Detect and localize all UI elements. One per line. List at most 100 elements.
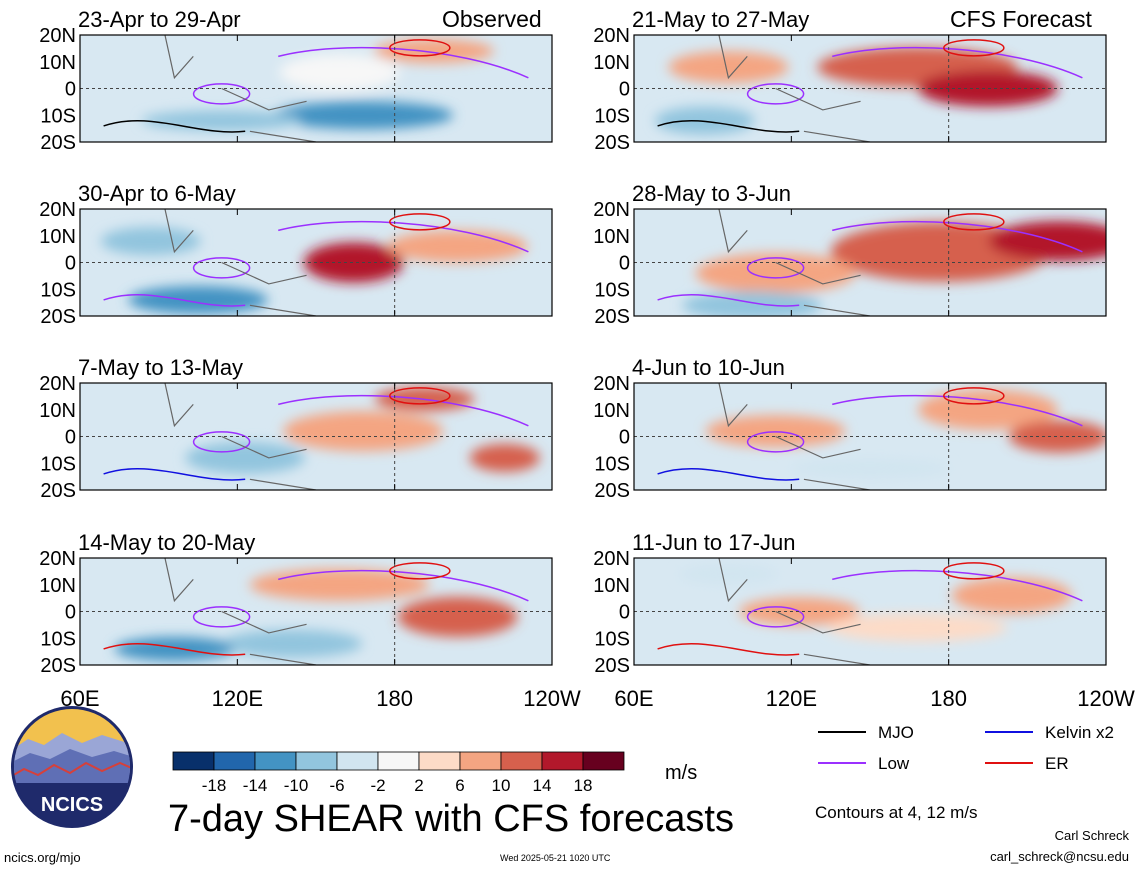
y-tick-label: 20S [594, 306, 630, 328]
y-tick-label: 10N [39, 226, 76, 248]
panel-title: 23-Apr to 29-Apr [78, 7, 241, 32]
observed-column-label: Observed [442, 6, 542, 32]
ncics-logo: NCICS [10, 705, 134, 829]
y-tick-label: 20N [593, 25, 630, 47]
colorbar-tick-label: -14 [243, 776, 268, 795]
colorbar-swatch [172, 751, 215, 771]
panel-title: 7-May to 13-May [78, 355, 243, 380]
x-tick-label: 180 [930, 686, 967, 711]
legend-label: Kelvin x2 [1045, 723, 1114, 742]
panel-title: 30-Apr to 6-May [78, 181, 236, 206]
colorbar-tick-label: 10 [492, 776, 511, 795]
y-tick-label: 20S [594, 132, 630, 154]
contour-legend: MJO Kelvin x2 Low ER [818, 723, 1114, 773]
y-tick-label: 10N [39, 52, 76, 74]
colorbar-swatch [582, 751, 625, 771]
y-tick-label: 10N [39, 575, 76, 597]
y-tick-label: 10N [39, 400, 76, 422]
y-tick-label: 10N [593, 52, 630, 74]
y-tick-label: 0 [65, 79, 76, 101]
y-tick-label: 20N [39, 373, 76, 395]
panel-title: 21-May to 27-May [632, 7, 809, 32]
y-tick-label: 10N [593, 226, 630, 248]
y-tick-label: 10S [40, 279, 76, 301]
colorbar-swatch [541, 751, 584, 771]
y-tick-label: 20N [593, 548, 630, 570]
panel-title: 11-Jun to 17-Jun [632, 530, 795, 555]
x-tick-label: 120W [1077, 686, 1135, 711]
y-tick-label: 0 [65, 253, 76, 275]
y-tick-label: 20S [40, 132, 76, 154]
y-tick-label: 20S [594, 655, 630, 677]
y-tick-label: 10N [593, 575, 630, 597]
timestamp: Wed 2025-05-21 1020 UTC [500, 853, 611, 863]
y-tick-label: 20N [39, 25, 76, 47]
y-tick-label: 20S [40, 480, 76, 502]
x-tick-label: 180 [376, 686, 413, 711]
x-tick-label: 60E [614, 686, 653, 711]
x-tick-label: 120W [523, 686, 581, 711]
main-title: 7-day SHEAR with CFS forecasts [168, 798, 734, 840]
logo-text: NCICS [41, 794, 103, 816]
legend-label: ER [1045, 754, 1069, 773]
colorbar-tick-label: -2 [370, 776, 385, 795]
colorbar-tick-label: -6 [329, 776, 344, 795]
colorbar-tick-label: 6 [455, 776, 464, 795]
colorbar-swatch [377, 751, 420, 771]
colorbar-swatch [213, 751, 256, 771]
colorbar-swatch [295, 751, 338, 771]
y-tick-label: 20S [40, 306, 76, 328]
x-tick-label: 120E [212, 686, 263, 711]
y-tick-label: 0 [619, 602, 630, 624]
y-tick-label: 0 [65, 427, 76, 449]
author-name: Carl Schreck [1054, 828, 1129, 843]
y-tick-label: 10S [40, 628, 76, 650]
colorbar-swatch [254, 751, 297, 771]
colorbar-tick-label: 2 [414, 776, 423, 795]
units-label: m/s [665, 762, 698, 784]
site-link[interactable]: ncics.org/mjo [4, 850, 81, 865]
y-tick-label: 20N [593, 373, 630, 395]
colorbar-swatch [336, 751, 379, 771]
y-tick-label: 20S [594, 480, 630, 502]
y-tick-label: 10S [594, 628, 630, 650]
y-tick-label: 0 [619, 427, 630, 449]
panel-title: 14-May to 20-May [78, 530, 255, 555]
y-tick-label: 10S [594, 105, 630, 127]
colorbar-tick-label: 14 [533, 776, 552, 795]
colorbar-swatch [500, 751, 543, 771]
y-tick-label: 20N [39, 548, 76, 570]
panel-title: 28-May to 3-Jun [632, 181, 791, 206]
colorbar-tick-label: 18 [574, 776, 593, 795]
y-tick-label: 10S [594, 453, 630, 475]
colorbar-tick-label: -18 [202, 776, 227, 795]
legend-label: Low [878, 754, 910, 773]
y-tick-label: 20N [39, 199, 76, 221]
colorbar-tick-label: -10 [284, 776, 309, 795]
forecast-column-label: CFS Forecast [950, 6, 1092, 32]
author-email: carl_schreck@ncsu.edu [990, 849, 1129, 864]
x-tick-label: 120E [766, 686, 817, 711]
y-tick-label: 10S [40, 453, 76, 475]
y-tick-label: 10S [40, 105, 76, 127]
y-tick-label: 10S [594, 279, 630, 301]
colorbar: -18 -14 -10 -6 -2 2 6 10 14 18 [172, 751, 625, 795]
y-tick-label: 10N [593, 400, 630, 422]
legend-label: MJO [878, 723, 914, 742]
colorbar-swatch [418, 751, 461, 771]
y-tick-label: 0 [619, 79, 630, 101]
y-tick-label: 20N [593, 199, 630, 221]
y-tick-label: 0 [65, 602, 76, 624]
colorbar-swatch [459, 751, 502, 771]
contour-note: Contours at 4, 12 m/s [815, 803, 978, 822]
y-tick-label: 0 [619, 253, 630, 275]
